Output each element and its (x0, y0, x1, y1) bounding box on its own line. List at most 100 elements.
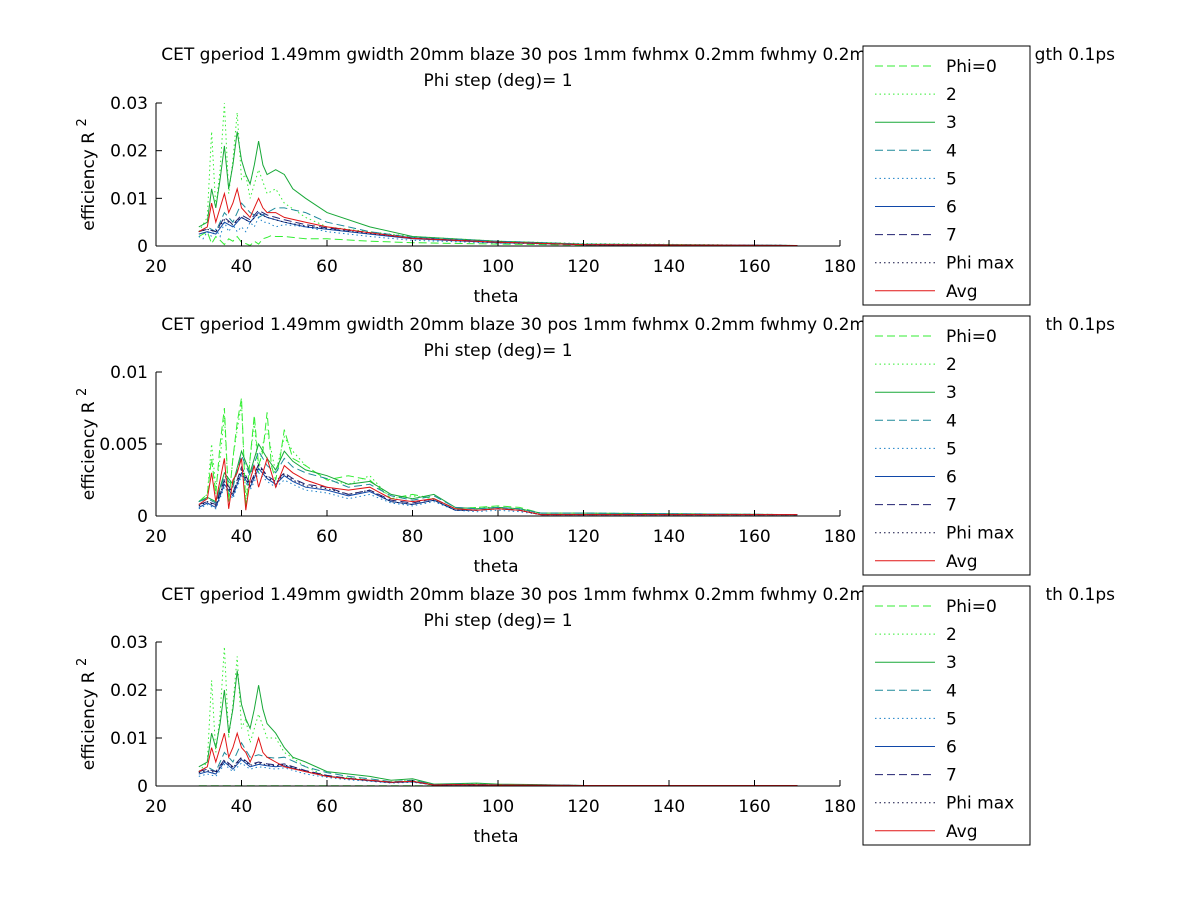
y-tick-label: 0 (137, 237, 148, 257)
legend-label: Phi max (946, 524, 1014, 544)
x-tick-label: 160 (738, 527, 770, 547)
legend-label: 7 (946, 226, 957, 246)
x-tick-label: 160 (738, 797, 770, 817)
x-tick-label: 20 (145, 257, 167, 277)
x-tick-label: 20 (145, 797, 167, 817)
chart-title-tail: th 0.1ps (1045, 315, 1115, 335)
legend-label: Avg (946, 552, 978, 572)
legend-label: 4 (946, 141, 957, 161)
series-line-avg (198, 731, 798, 786)
legend-label: Avg (946, 282, 978, 302)
y-axis-label-superscript: 2 (75, 388, 90, 396)
legend-box (862, 45, 1031, 306)
legend-label: 7 (946, 496, 957, 516)
y-tick-label: 0.01 (110, 363, 148, 383)
y-tick-label: 0.005 (99, 435, 148, 455)
x-tick-label: 80 (402, 527, 424, 547)
legend-label: 6 (946, 468, 957, 488)
legend-box (862, 585, 1031, 846)
x-tick-label: 80 (402, 257, 424, 277)
y-tick-label: 0.03 (110, 94, 148, 114)
series-line-3 (198, 131, 798, 246)
legend-label: 2 (946, 355, 957, 375)
x-tick-label: 60 (316, 527, 338, 547)
legend-label: 5 (946, 709, 957, 729)
subplot-2: CET gperiod 1.49mm gwidth 20mm blaze 30 … (75, 315, 1115, 577)
x-tick-label: 140 (653, 797, 685, 817)
legend-label: 3 (946, 383, 957, 403)
x-tick-label: 180 (824, 797, 856, 817)
legend-label: 2 (946, 625, 957, 645)
series-line-phi-0 (198, 397, 798, 516)
y-tick-label: 0 (137, 507, 148, 527)
plot-series-group (198, 646, 798, 787)
series-line-4 (198, 450, 798, 516)
x-axis-label: theta (474, 827, 519, 847)
chart-subtitle: Phi step (deg)= 1 (423, 611, 572, 631)
x-tick-label: 40 (231, 797, 253, 817)
subplot-1: CET gperiod 1.49mm gwidth 20mm blaze 30 … (75, 45, 1115, 307)
series-line-3 (198, 670, 798, 786)
y-axis-label: efficiency R 2 (75, 118, 99, 231)
x-tick-label: 80 (402, 797, 424, 817)
plot-series-group (198, 102, 798, 247)
legend-box (862, 315, 1031, 576)
legend: Phi=0 2 3 4 5 6 7 Phi max Avg (862, 315, 1031, 576)
chart-title-tail: th 0.1ps (1045, 585, 1115, 605)
legend-label: 3 (946, 113, 957, 133)
y-tick-label: 0.01 (110, 729, 148, 749)
series-line-2 (198, 646, 798, 786)
y-tick-label: 0.03 (110, 633, 148, 653)
legend-label: Phi=0 (946, 597, 997, 617)
legend-label: Avg (946, 822, 978, 842)
legend-label: 2 (946, 85, 957, 105)
series-line-5 (198, 216, 798, 246)
x-axis-label: theta (474, 287, 519, 307)
legend-label: Phi=0 (946, 327, 997, 347)
legend-label: 5 (946, 169, 957, 189)
plot-series-group (198, 397, 798, 516)
chart-title: CET gperiod 1.49mm gwidth 20mm blaze 30 … (161, 585, 962, 605)
legend-label: 3 (946, 653, 957, 673)
chart-title: CET gperiod 1.49mm gwidth 20mm blaze 30 … (161, 45, 962, 65)
x-tick-label: 40 (231, 257, 253, 277)
x-tick-label: 120 (567, 797, 599, 817)
series-line-avg (198, 186, 798, 246)
series-line-2 (198, 403, 798, 516)
x-tick-label: 120 (567, 527, 599, 547)
x-tick-label: 60 (316, 257, 338, 277)
x-tick-label: 160 (738, 257, 770, 277)
legend: Phi=0 2 3 4 5 6 7 Phi max Avg (862, 45, 1031, 306)
x-tick-label: 180 (824, 257, 856, 277)
chart-subtitle: Phi step (deg)= 1 (423, 341, 572, 361)
y-tick-label: 0.01 (110, 189, 148, 209)
legend-label: Phi max (946, 794, 1014, 814)
chart-title: CET gperiod 1.49mm gwidth 20mm blaze 30 … (161, 315, 962, 335)
legend: Phi=0 2 3 4 5 6 7 Phi max Avg (862, 585, 1031, 846)
y-axis-label-superscript: 2 (75, 658, 90, 666)
x-tick-label: 180 (824, 527, 856, 547)
x-tick-label: 140 (653, 527, 685, 547)
legend-label: 6 (946, 198, 957, 218)
x-axis-label: theta (474, 557, 519, 577)
x-tick-label: 120 (567, 257, 599, 277)
series-line-3 (198, 442, 798, 516)
legend-label: 4 (946, 411, 957, 431)
legend-label: Phi max (946, 254, 1014, 274)
x-tick-label: 100 (482, 257, 514, 277)
subplot-3: CET gperiod 1.49mm gwidth 20mm blaze 30 … (75, 585, 1115, 847)
chart-title-tail: gth 0.1ps (1035, 45, 1115, 65)
x-tick-label: 20 (145, 527, 167, 547)
x-tick-label: 100 (482, 527, 514, 547)
x-tick-label: 60 (316, 797, 338, 817)
series-line-avg (198, 456, 798, 516)
legend-label: 7 (946, 766, 957, 786)
x-tick-label: 140 (653, 257, 685, 277)
series-line-2 (198, 102, 798, 246)
series-line-5 (198, 471, 798, 516)
series-line-phi-max (198, 757, 798, 786)
legend-label: Phi=0 (946, 57, 997, 77)
y-axis-label: efficiency R 2 (75, 388, 99, 501)
x-tick-label: 100 (482, 797, 514, 817)
series-line-phi-0 (198, 230, 798, 247)
